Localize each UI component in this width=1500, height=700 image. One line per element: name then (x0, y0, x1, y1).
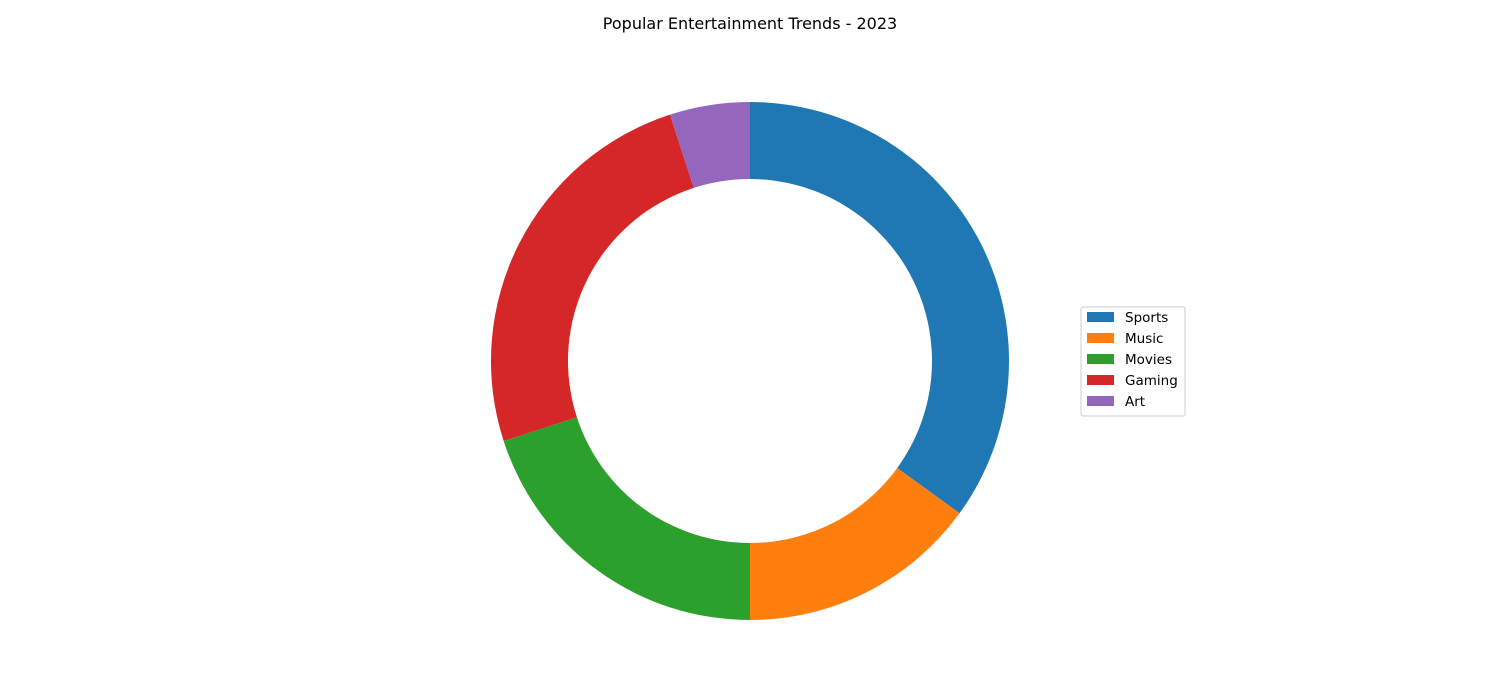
legend-label-movies: Movies (1125, 352, 1172, 368)
slice-art (669, 102, 750, 188)
legend-swatch-music (1087, 333, 1114, 343)
slice-movies (503, 417, 750, 620)
slice-sports (750, 102, 1010, 514)
legend-label-gaming: Gaming (1125, 373, 1178, 389)
slices-group (491, 102, 1010, 620)
chart-title: Popular Entertainment Trends - 2023 (603, 14, 897, 33)
legend-swatch-movies (1087, 354, 1114, 364)
legend-label-sports: Sports (1125, 310, 1168, 326)
legend-swatch-sports (1087, 312, 1114, 322)
slice-music (750, 467, 960, 620)
legend-swatch-gaming (1087, 375, 1114, 385)
legend-label-music: Music (1125, 331, 1163, 347)
legend-label-art: Art (1125, 394, 1145, 410)
legend-items: Sports Music Movies Gaming Art (1087, 310, 1178, 410)
legend: Sports Music Movies Gaming Art (1080, 306, 1186, 417)
slice-gaming (491, 114, 694, 442)
legend-swatch-art (1087, 396, 1114, 406)
